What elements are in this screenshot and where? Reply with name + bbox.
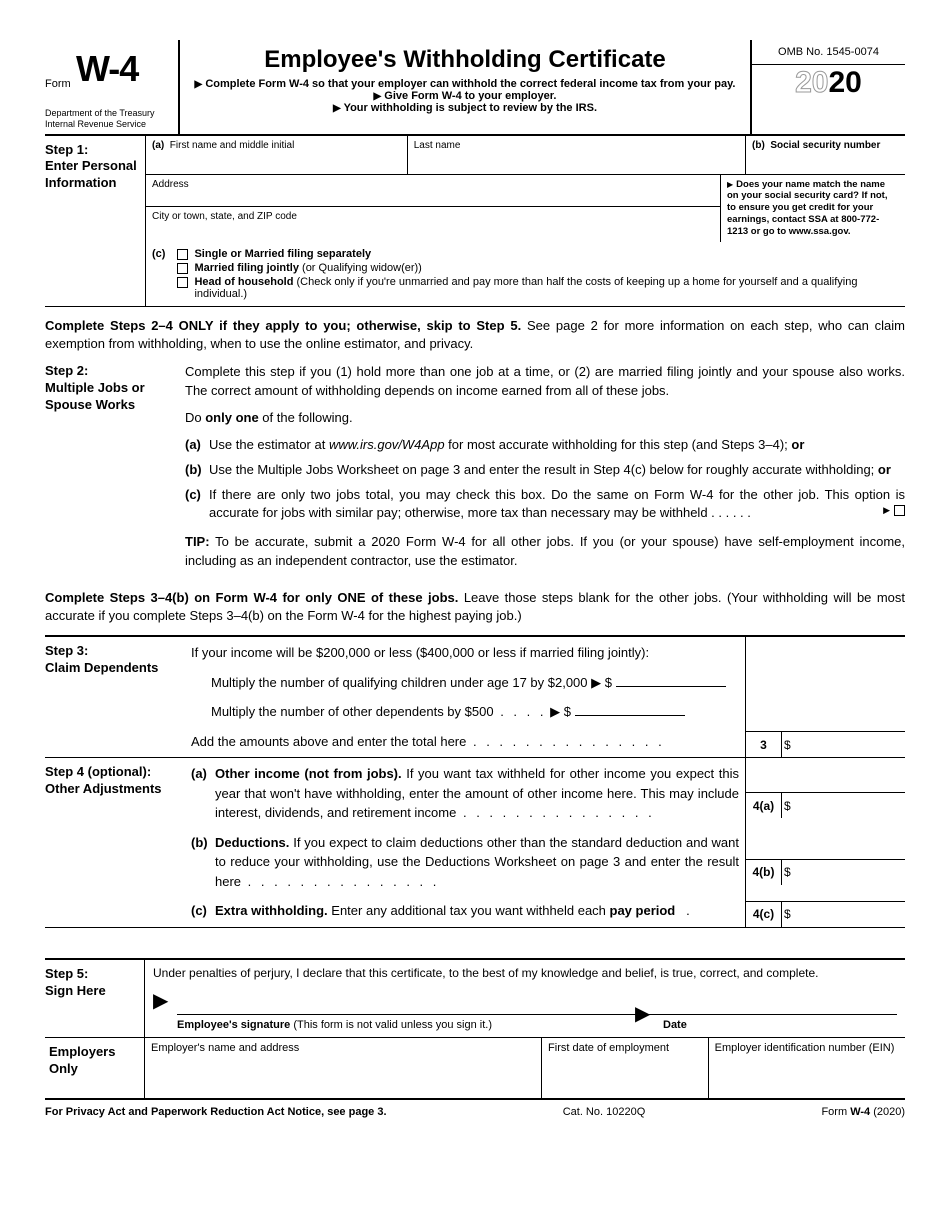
step4b-cell: 4(b) $	[745, 859, 905, 885]
steps-3-4-intro: Complete Steps 3–4(b) on Form W-4 for on…	[45, 589, 905, 625]
checkbox-single[interactable]	[177, 249, 188, 260]
address-field[interactable]: Address	[146, 175, 720, 207]
step-5: Step 5: Sign Here Under penalties of per…	[45, 958, 905, 1038]
employers-only-label: Employers Only	[45, 1038, 145, 1098]
form-number: W-4	[76, 48, 138, 89]
address-column: Address City or town, state, and ZIP cod…	[145, 175, 720, 242]
triangle-icon: ▶	[883, 504, 890, 517]
step2c-checkbox-wrap: ▶	[879, 504, 905, 517]
form-ref: Form W-4 (2020)	[821, 1106, 905, 1118]
checkbox-head-household[interactable]	[177, 277, 188, 288]
step4-amount-col: 4(a) $ 4(b) $ 4(c) $	[745, 758, 905, 927]
step-4-content: (a) Other income (not from jobs). If you…	[185, 758, 745, 927]
step3-children: Multiply the number of qualifying childr…	[191, 673, 739, 693]
step4a-field[interactable]	[794, 793, 905, 818]
step2-intro: Complete this step if you (1) hold more …	[185, 363, 905, 401]
employers-only: Employers Only Employer's name and addre…	[45, 1038, 905, 1100]
step2-opt-b: (b) Use the Multiple Jobs Worksheet on p…	[185, 461, 905, 480]
steps-2-4-intro: Complete Steps 2–4 ONLY if they apply to…	[45, 317, 905, 353]
ssn-field[interactable]: (b) Social security number	[745, 136, 905, 174]
first-date-employment-field[interactable]: First date of employment	[542, 1038, 709, 1098]
first-name-field[interactable]: (a) First name and middle initial	[145, 136, 407, 174]
dept-irs: Internal Revenue Service	[45, 119, 168, 130]
step-1-fields: (a) First name and middle initial Last n…	[145, 136, 905, 306]
step1-name-row: (a) First name and middle initial Last n…	[145, 136, 905, 175]
omb-number: OMB No. 1545-0074	[752, 40, 905, 65]
catalog-number: Cat. No. 10220Q	[563, 1106, 646, 1118]
step-5-label: Step 5: Sign Here	[45, 960, 145, 1037]
step-3-label: Step 3: Claim Dependents	[45, 637, 185, 757]
filing-status-row: (c) Single or Married filing separately …	[145, 242, 905, 306]
step3-total-field[interactable]	[794, 732, 905, 757]
step2-opt-c: (c) If there are only two jobs total, yo…	[185, 486, 905, 524]
subtitle-1: ▶ Complete Form W-4 so that your employe…	[190, 78, 740, 90]
step-2: Step 2: Multiple Jobs or Spouse Works Co…	[45, 363, 905, 579]
form-id-box: Form W-4 Department of the Treasury Inte…	[45, 40, 180, 134]
step4c: (c) Extra withholding. Enter any additio…	[191, 901, 739, 921]
step-2-content: Complete this step if you (1) hold more …	[185, 363, 905, 579]
city-state-zip-field[interactable]: City or town, state, and ZIP code	[146, 207, 720, 239]
step4a-cell: 4(a) $	[745, 792, 905, 818]
title-box: Employee's Withholding Certificate ▶ Com…	[180, 40, 750, 134]
triangle-icon: ▶	[153, 988, 168, 1013]
step4b: (b) Deductions. If you expect to claim d…	[191, 833, 739, 892]
form-title: Employee's Withholding Certificate	[190, 46, 740, 74]
form-footer: For Privacy Act and Paperwork Reduction …	[45, 1106, 905, 1118]
step-3: Step 3: Claim Dependents If your income …	[45, 637, 905, 758]
right-box: OMB No. 1545-0074 2020	[750, 40, 905, 134]
triangle-icon: ▶	[550, 704, 560, 719]
triangle-icon: ▶	[635, 1001, 650, 1026]
step2-do-only: Do only one of the following.	[185, 409, 905, 428]
signature-field[interactable]: Employee's signature (This form is not v…	[177, 1015, 639, 1031]
step-4-label: Step 4 (optional): Other Adjustments	[45, 758, 185, 927]
step-4: Step 4 (optional): Other Adjustments (a)…	[45, 758, 905, 927]
step-2-label: Step 2: Multiple Jobs or Spouse Works	[45, 363, 185, 579]
step4a: (a) Other income (not from jobs). If you…	[191, 764, 739, 823]
filing-head-household: (c) Head of household (Check only if you…	[152, 276, 899, 300]
triangle-icon	[727, 179, 736, 190]
step3-total-line: Add the amounts above and enter the tota…	[191, 732, 739, 752]
employer-name-field[interactable]: Employer's name and address	[145, 1038, 542, 1098]
department-lines: Department of the Treasury Internal Reve…	[45, 108, 168, 130]
form-header: Form W-4 Department of the Treasury Inte…	[45, 40, 905, 136]
last-name-field[interactable]: Last name	[407, 136, 745, 174]
step3-amount-col: 3 $	[745, 637, 905, 757]
subtitle-3: ▶ Your withholding is subject to review …	[190, 102, 740, 114]
step2-tip: TIP: To be accurate, submit a 2020 Form …	[185, 533, 905, 571]
children-amount-field[interactable]	[616, 686, 726, 687]
filing-single: (c) Single or Married filing separately	[152, 248, 899, 260]
step4c-cell: 4(c) $	[745, 901, 905, 927]
step4c-field[interactable]	[794, 902, 905, 927]
name-match-note: Does your name match the name on your so…	[720, 175, 905, 242]
step-1: Step 1: Enter Personal Information (a) F…	[45, 136, 905, 307]
privacy-notice: For Privacy Act and Paperwork Reduction …	[45, 1106, 387, 1118]
other-dep-amount-field[interactable]	[575, 715, 685, 716]
triangle-icon: ▶	[195, 79, 203, 90]
step-3-content: If your income will be $200,000 or less …	[185, 637, 745, 757]
step2-options: (a) Use the estimator at www.irs.gov/W4A…	[185, 436, 905, 523]
step2-opt-a: (a) Use the estimator at www.irs.gov/W4A…	[185, 436, 905, 455]
step3-total-cell: 3 $	[745, 731, 905, 757]
form-word: Form	[45, 78, 71, 90]
signature-row: ▶ Employee's signature (This form is not…	[153, 1006, 897, 1031]
checkbox-married-joint[interactable]	[177, 263, 188, 274]
subtitle-2: ▶ Give Form W-4 to your employer.	[190, 90, 740, 102]
step4b-field[interactable]	[794, 860, 905, 885]
step1-address-row: Address City or town, state, and ZIP cod…	[145, 175, 905, 242]
step3-other-dep: Multiply the number of other dependents …	[191, 702, 739, 722]
date-field[interactable]: Date	[657, 1015, 897, 1031]
perjury-declaration: Under penalties of perjury, I declare th…	[153, 966, 897, 980]
step-5-body: Under penalties of perjury, I declare th…	[145, 960, 905, 1037]
filing-married-joint: (c) Married filing jointly (or Qualifyin…	[152, 262, 899, 274]
dept-treasury: Department of the Treasury	[45, 108, 168, 119]
triangle-icon: ▶	[333, 103, 341, 114]
tax-year: 2020	[752, 65, 905, 101]
step-1-label: Step 1: Enter Personal Information	[45, 136, 145, 306]
step-3-4-table: Step 3: Claim Dependents If your income …	[45, 635, 905, 928]
ein-field[interactable]: Employer identification number (EIN)	[709, 1038, 905, 1098]
triangle-icon: ▶	[374, 91, 382, 102]
checkbox-two-jobs[interactable]	[894, 505, 905, 516]
step3-intro: If your income will be $200,000 or less …	[191, 643, 739, 663]
triangle-icon: ▶	[591, 675, 601, 690]
